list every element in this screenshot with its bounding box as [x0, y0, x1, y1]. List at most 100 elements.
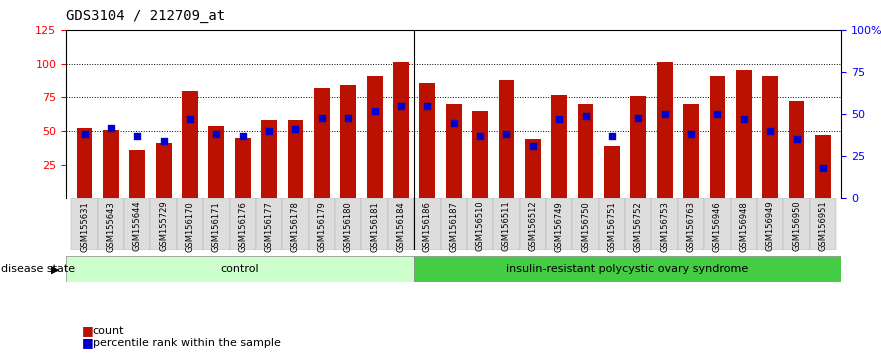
Text: GSM155729: GSM155729 — [159, 201, 168, 251]
Text: GSM156170: GSM156170 — [186, 201, 195, 252]
Point — [737, 116, 751, 122]
Point — [605, 133, 619, 139]
Bar — [656, 62, 672, 198]
Text: GSM156177: GSM156177 — [264, 201, 274, 252]
Point — [78, 131, 92, 137]
Bar — [704, 198, 730, 250]
Bar — [573, 198, 599, 250]
Bar — [525, 139, 541, 198]
Point — [262, 128, 276, 134]
Bar — [810, 198, 836, 250]
Text: ■: ■ — [82, 336, 93, 349]
Point — [473, 133, 487, 139]
Point — [210, 131, 224, 137]
Bar — [783, 198, 810, 250]
Text: GSM156510: GSM156510 — [476, 201, 485, 251]
Text: GSM156950: GSM156950 — [792, 201, 801, 251]
Text: GSM155631: GSM155631 — [80, 201, 89, 252]
Point — [789, 137, 803, 142]
Text: control: control — [220, 264, 259, 274]
Bar — [578, 104, 594, 198]
Bar — [472, 111, 488, 198]
Bar — [651, 198, 677, 250]
Bar — [757, 198, 783, 250]
Text: GSM156179: GSM156179 — [317, 201, 326, 252]
Bar — [287, 120, 303, 198]
Bar — [730, 198, 757, 250]
Bar — [130, 150, 145, 198]
Bar — [261, 120, 277, 198]
Text: GSM156951: GSM156951 — [818, 201, 827, 251]
Bar — [209, 126, 225, 198]
Bar — [335, 198, 361, 250]
Bar — [440, 198, 467, 250]
Point — [130, 133, 144, 139]
Bar — [414, 198, 440, 250]
Bar — [230, 198, 256, 250]
Bar — [156, 143, 172, 198]
Bar — [626, 198, 651, 250]
Text: GSM156176: GSM156176 — [238, 201, 248, 252]
Text: insulin-resistant polycystic ovary syndrome: insulin-resistant polycystic ovary syndr… — [507, 264, 749, 274]
Bar — [314, 88, 329, 198]
Text: GDS3104 / 212709_at: GDS3104 / 212709_at — [66, 9, 226, 23]
Text: disease state: disease state — [1, 264, 75, 274]
Point — [632, 115, 646, 120]
Text: GSM156750: GSM156750 — [581, 201, 590, 252]
Bar — [815, 135, 831, 198]
Bar — [308, 198, 335, 250]
Text: GSM156512: GSM156512 — [529, 201, 537, 251]
Point — [447, 120, 461, 125]
Bar — [98, 198, 124, 250]
Text: GSM156751: GSM156751 — [607, 201, 617, 252]
Bar — [340, 85, 356, 198]
Text: GSM156178: GSM156178 — [291, 201, 300, 252]
Bar — [762, 76, 778, 198]
Bar — [604, 146, 620, 198]
Bar — [177, 198, 204, 250]
Point — [367, 108, 381, 114]
Point — [236, 133, 250, 139]
Bar — [552, 95, 567, 198]
Text: GSM156948: GSM156948 — [739, 201, 748, 252]
Bar — [103, 130, 119, 198]
Point — [579, 113, 593, 119]
Bar — [677, 198, 704, 250]
Text: GSM156187: GSM156187 — [449, 201, 458, 252]
Bar — [736, 70, 751, 198]
Point — [341, 115, 355, 120]
Bar — [631, 96, 647, 198]
Text: GSM156186: GSM156186 — [423, 201, 432, 252]
Text: GSM155643: GSM155643 — [107, 201, 115, 252]
Text: GSM156753: GSM156753 — [660, 201, 670, 252]
Point — [684, 131, 698, 137]
Point — [157, 138, 171, 144]
Text: GSM156752: GSM156752 — [633, 201, 643, 252]
Bar — [182, 91, 198, 198]
Bar — [546, 198, 573, 250]
Text: ▶: ▶ — [51, 264, 60, 274]
Bar — [413, 256, 841, 282]
Point — [500, 131, 514, 137]
Bar — [282, 198, 308, 250]
Point — [710, 111, 724, 117]
Bar — [493, 198, 520, 250]
Bar — [393, 62, 409, 198]
Text: GSM156949: GSM156949 — [766, 201, 774, 251]
Point — [763, 128, 777, 134]
Point — [183, 116, 197, 122]
Bar — [235, 138, 251, 198]
Text: percentile rank within the sample: percentile rank within the sample — [93, 338, 280, 348]
Bar — [204, 198, 230, 250]
Bar — [66, 256, 413, 282]
Text: GSM156180: GSM156180 — [344, 201, 352, 252]
Point — [394, 103, 408, 109]
Bar — [446, 104, 462, 198]
Text: GSM156511: GSM156511 — [502, 201, 511, 251]
Bar — [499, 80, 515, 198]
Bar — [788, 101, 804, 198]
Text: ■: ■ — [82, 325, 93, 337]
Bar — [419, 82, 435, 198]
Bar — [124, 198, 151, 250]
Point — [104, 125, 118, 130]
